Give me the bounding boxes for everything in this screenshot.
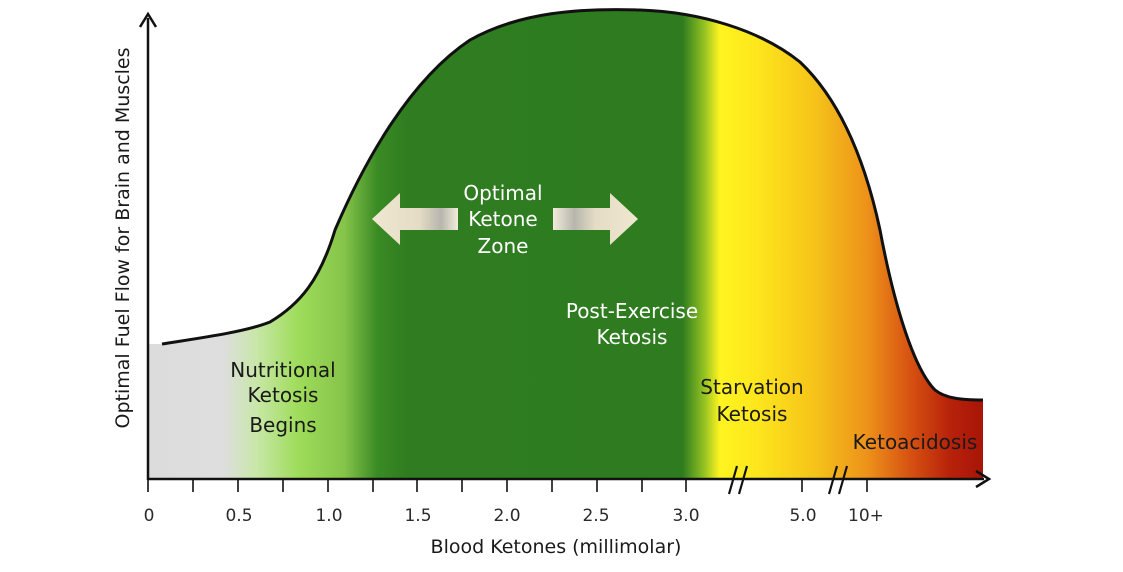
tick-label: 0 xyxy=(144,506,155,526)
label-post-exercise-ketosis: Post-Exercise Ketosis xyxy=(566,299,698,349)
tick-label: 1.0 xyxy=(315,506,342,526)
axis-break-2 xyxy=(827,465,849,495)
label-line: Begins xyxy=(249,413,316,437)
x-axis-title: Blood Ketones (millimolar) xyxy=(431,536,682,558)
x-tick-labels: 0 0.5 1.0 1.5 2.0 2.5 3.0 5.0 10+ xyxy=(144,506,884,526)
label-line: Starvation xyxy=(700,375,803,399)
label-nutritional-ketosis: Nutritional Ketosis Begins xyxy=(230,358,335,437)
label-starvation-ketosis: Starvation Ketosis xyxy=(700,375,803,426)
label-line: Nutritional xyxy=(230,358,335,382)
y-axis-title: Optimal Fuel Flow for Brain and Muscles xyxy=(112,47,134,428)
axis-break-1 xyxy=(727,465,749,495)
tick-label: 10+ xyxy=(848,506,884,526)
fuel-flow-curve xyxy=(161,8,984,402)
tick-label: 1.5 xyxy=(404,506,431,526)
x-axis-arrow-icon xyxy=(975,469,992,489)
x-ticks xyxy=(147,479,868,492)
label-optimal-ketone-zone: Optimal Ketone Zone xyxy=(463,181,542,258)
label-line: Optimal xyxy=(463,181,542,205)
label-line: Post-Exercise xyxy=(566,299,698,323)
label-line: Ketosis xyxy=(248,383,319,407)
tick-label: 5.0 xyxy=(789,506,816,526)
label-line: Zone xyxy=(478,234,529,258)
optimal-zone-double-arrow-icon xyxy=(372,193,638,245)
zone-area xyxy=(148,9,983,478)
tick-label: 0.5 xyxy=(225,506,252,526)
label-line: Ketone xyxy=(468,207,537,231)
tick-label: 2.5 xyxy=(582,506,609,526)
label-ketoacidosis: Ketoacidosis xyxy=(853,430,978,454)
tick-label: 2.0 xyxy=(493,506,520,526)
y-axis-arrow-icon xyxy=(138,11,158,28)
tick-label: 3.0 xyxy=(672,506,699,526)
label-line: Ketosis xyxy=(597,325,668,349)
label-line: Ketosis xyxy=(717,402,788,426)
